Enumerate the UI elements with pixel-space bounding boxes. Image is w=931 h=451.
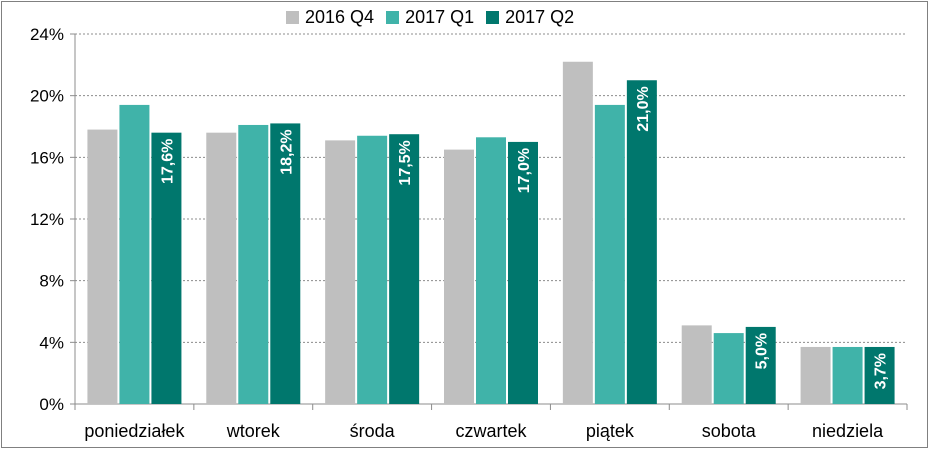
y-tick-label: 12%: [30, 210, 64, 229]
data-label: 5,0%: [754, 333, 771, 369]
data-label: 17,5%: [397, 140, 414, 185]
legend-swatch-2016-q4: [286, 10, 299, 24]
legend-item-2017-q2: 2017 Q2: [486, 7, 574, 28]
bar: [357, 135, 388, 404]
legend: 2016 Q4 2017 Q1 2017 Q2: [286, 6, 574, 28]
y-tick-label: 16%: [30, 148, 64, 167]
data-label: 18,2%: [278, 129, 295, 174]
bar: [270, 123, 301, 405]
y-tick-label: 20%: [30, 87, 64, 106]
bar: [626, 80, 657, 404]
bar: [594, 104, 625, 405]
x-tick-label: sobota: [702, 421, 757, 441]
x-tick-label: środa: [350, 421, 396, 441]
bar: [444, 149, 474, 404]
bar: [87, 129, 118, 405]
bar: [119, 104, 150, 405]
x-tick-label: czwartek: [455, 421, 527, 441]
bar: [562, 61, 593, 404]
bar: [151, 132, 182, 404]
legend-item-2017-q1: 2017 Q1: [386, 7, 474, 28]
legend-item-2016-q4: 2016 Q4: [286, 7, 374, 28]
y-tick-label: 0%: [39, 395, 64, 414]
bar: [800, 346, 831, 404]
legend-label-2016-q4: 2016 Q4: [305, 6, 375, 27]
bar: [832, 346, 863, 404]
legend-label-2017-q2: 2017 Q2: [505, 6, 575, 27]
data-label: 3,7%: [873, 353, 890, 389]
bar: [508, 141, 538, 404]
bar: [325, 140, 356, 404]
x-tick-label: wtorek: [226, 421, 281, 441]
bar: [238, 124, 269, 404]
y-tick-label: 8%: [39, 272, 64, 291]
legend-swatch-2017-q2: [486, 10, 500, 24]
legend-swatch-2017-q1: [386, 10, 400, 24]
bar: [745, 326, 776, 404]
data-label: 17,6%: [159, 139, 176, 184]
bar: [864, 346, 895, 404]
bar: [206, 132, 237, 404]
legend-label-2017-q1: 2017 Q1: [405, 6, 475, 27]
bar: [713, 333, 744, 404]
y-tick-label: 4%: [39, 333, 64, 352]
x-tick-label: poniedziałek: [84, 421, 185, 441]
bar: [681, 325, 712, 404]
x-tick-label: piątek: [586, 421, 635, 441]
x-tick-label: niedziela: [812, 421, 884, 441]
bar: [389, 134, 420, 405]
data-label: 17,0%: [516, 148, 533, 193]
y-tick-label: 24%: [30, 25, 64, 44]
data-label: 21,0%: [635, 86, 652, 131]
bar: [476, 137, 506, 404]
